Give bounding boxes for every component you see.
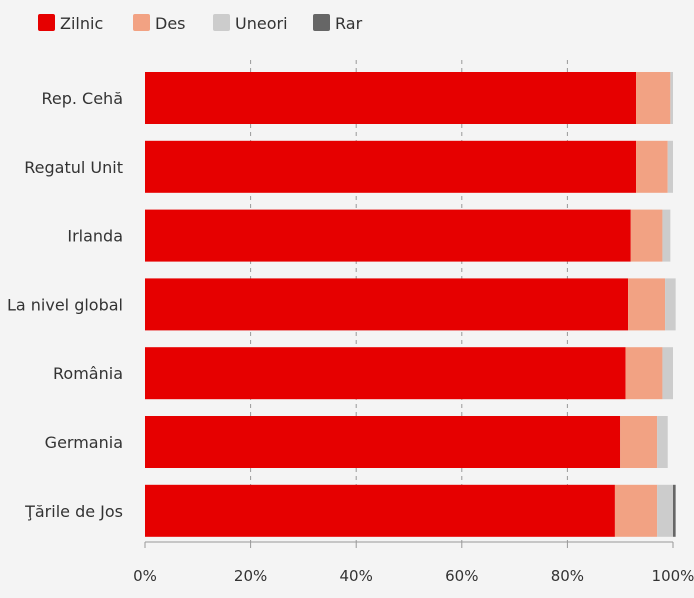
bar-tarile-de-jos-uneori	[657, 484, 673, 537]
category-label-la-nivel-global: La nivel global	[7, 295, 123, 314]
x-tick-label-60: 60%	[445, 567, 478, 585]
bar-germania-des	[620, 416, 658, 468]
legend-swatch-zilnic	[38, 14, 55, 31]
bar-tarile-de-jos-rar	[673, 484, 676, 537]
bar-la-nivel-global-zilnic	[145, 278, 629, 331]
bar-romania-uneori	[662, 347, 673, 400]
legend-label-uneori: Uneori	[235, 14, 288, 33]
bar-tarile-de-jos-zilnic	[145, 484, 615, 537]
bars	[145, 72, 676, 537]
x-tick-label-40: 40%	[340, 567, 373, 585]
bar-irlanda-uneori	[662, 209, 671, 262]
x-tick-label-0: 0%	[133, 567, 157, 585]
bar-rep-ceha-des	[636, 72, 671, 124]
category-labels: Rep. Cehă Regatul Unit Irlanda La nivel glo…	[7, 89, 123, 521]
bar-tarile-de-jos-des	[614, 484, 658, 537]
bar-regatul-unit-des	[636, 140, 668, 193]
legend-swatch-rar	[313, 14, 330, 31]
bar-rep-ceha-uneori	[670, 72, 673, 124]
x-tick-label-20: 20%	[234, 567, 267, 585]
category-label-tarile-de-jos: Ţările de Jos	[24, 502, 123, 521]
legend-swatch-des	[133, 14, 150, 31]
bar-la-nivel-global-uneori	[665, 278, 676, 331]
legend-label-rar: Rar	[335, 14, 363, 33]
x-tick-label-100: 100%	[652, 567, 694, 585]
bar-irlanda-des	[630, 209, 663, 262]
legend: Zilnic Des Uneori Rar	[38, 14, 363, 33]
category-label-regatul-unit: Regatul Unit	[24, 158, 123, 177]
category-label-rep-ceha: Rep. Cehă	[41, 89, 123, 108]
category-label-romania: România	[53, 364, 123, 383]
bar-rep-ceha-zilnic	[145, 72, 637, 124]
bar-germania-uneori	[657, 416, 668, 468]
bar-germania-zilnic	[145, 416, 621, 468]
bar-regatul-unit-zilnic	[145, 140, 637, 193]
bar-romania-des	[625, 347, 663, 400]
bar-la-nivel-global-des	[628, 278, 666, 331]
legend-swatch-uneori	[213, 14, 230, 31]
x-axis: 0% 20% 40% 60% 80% 100%	[133, 541, 694, 585]
category-label-germania: Germania	[45, 433, 123, 452]
legend-label-des: Des	[155, 14, 186, 33]
bar-irlanda-zilnic	[145, 209, 631, 262]
x-tick-label-80: 80%	[551, 567, 584, 585]
legend-label-zilnic: Zilnic	[60, 14, 103, 33]
bar-regatul-unit-uneori	[667, 140, 673, 193]
category-label-irlanda: Irlanda	[67, 227, 123, 246]
bar-romania-zilnic	[145, 347, 626, 400]
